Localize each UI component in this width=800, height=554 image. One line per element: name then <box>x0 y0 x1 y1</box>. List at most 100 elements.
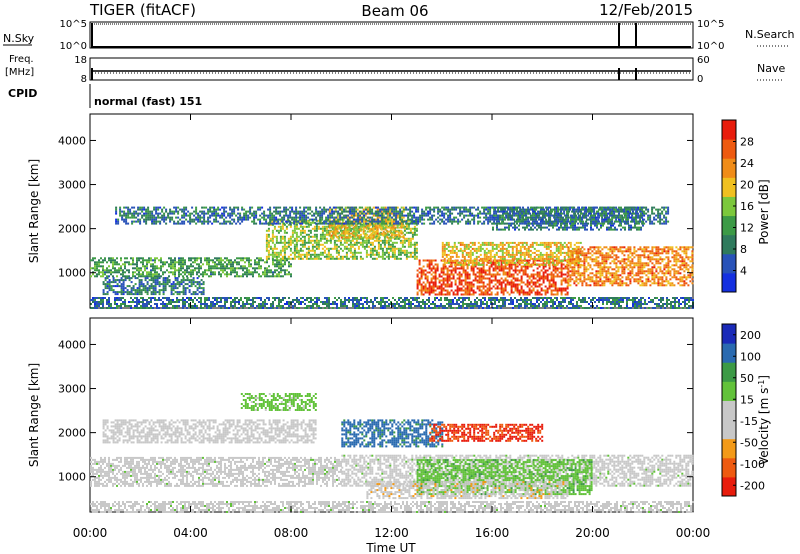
power-cell <box>475 247 478 250</box>
power-cell <box>540 224 542 227</box>
power-cell <box>434 289 437 292</box>
power-cell <box>190 259 192 262</box>
power-cell <box>434 285 437 288</box>
power-cell <box>631 254 634 257</box>
power-cell <box>413 243 416 246</box>
power-cell <box>104 287 107 290</box>
power-cell <box>358 234 361 237</box>
power-cell <box>232 269 234 272</box>
power-cell <box>156 279 159 282</box>
power-cell <box>484 293 487 296</box>
power-cell <box>426 279 429 282</box>
power-cell <box>620 208 622 211</box>
power-cell <box>505 259 508 262</box>
power-cell <box>366 212 369 215</box>
power-cell <box>532 283 535 286</box>
power-cell <box>584 228 586 231</box>
power-cell <box>349 239 352 242</box>
power-cell <box>351 255 354 258</box>
power-cell <box>531 263 534 266</box>
power-cell <box>388 216 391 219</box>
power-cell <box>214 261 216 264</box>
power-cell <box>319 257 322 260</box>
power-cell <box>138 281 141 284</box>
power-cell <box>96 265 98 268</box>
power-cell <box>470 265 473 268</box>
power-cell <box>561 259 564 262</box>
power-cell <box>405 237 408 240</box>
power-cell <box>305 251 308 254</box>
power-cell <box>301 235 304 238</box>
power-cell <box>554 285 557 288</box>
power-cell <box>104 293 107 296</box>
power-cell <box>399 239 402 242</box>
power-cell <box>409 237 412 240</box>
power-cell <box>387 219 390 222</box>
power-cell <box>510 267 513 270</box>
power-cell <box>154 287 157 290</box>
power-cell <box>295 243 298 246</box>
power-cell <box>291 239 294 242</box>
power-cell <box>539 255 542 258</box>
power-cell <box>631 268 634 271</box>
power-cell <box>615 248 618 251</box>
power-cell <box>599 268 602 271</box>
power-cell <box>620 228 622 231</box>
power-cell <box>196 293 199 296</box>
power-cell <box>152 273 154 276</box>
power-cell <box>184 291 187 294</box>
power-cell <box>128 271 130 274</box>
power-cell <box>634 222 636 225</box>
power-cell <box>166 269 168 272</box>
power-cell <box>643 270 646 273</box>
power-cell <box>166 261 168 264</box>
power-cell <box>331 237 334 240</box>
power-cell <box>566 212 568 215</box>
power-cell <box>570 218 572 221</box>
power-cell <box>514 285 517 288</box>
power-cell <box>202 289 205 292</box>
power-cell <box>657 252 660 255</box>
power-cell <box>492 228 494 231</box>
power-cell <box>391 247 394 250</box>
power-cell <box>476 279 479 282</box>
power-cell <box>365 253 368 256</box>
power-cell <box>122 285 125 288</box>
power-cell <box>347 237 350 240</box>
power-cell <box>415 255 418 258</box>
power-cell <box>380 224 383 227</box>
power-cell <box>455 255 458 258</box>
power-cell <box>571 272 574 275</box>
freq-panel: Freq. [MHz] 18 8 60 0 Nave <box>5 54 785 85</box>
power-cell <box>210 273 212 276</box>
power-cell <box>190 257 192 260</box>
power-cell <box>459 249 462 252</box>
power-cell <box>463 259 466 262</box>
power-cell <box>483 241 486 244</box>
power-cell <box>647 250 650 253</box>
power-cell <box>673 264 676 267</box>
power-cell <box>98 259 100 262</box>
power-cell <box>466 277 469 280</box>
power-cell <box>401 243 404 246</box>
power-cell <box>518 269 521 272</box>
power-cell <box>196 271 198 274</box>
power-cell <box>154 275 156 278</box>
power-cell <box>687 274 690 277</box>
power-cell <box>630 224 632 227</box>
power-cell <box>494 287 497 290</box>
power-cell <box>325 241 328 244</box>
power-cell <box>565 263 568 266</box>
power-cell <box>328 210 331 213</box>
power-cell <box>210 269 212 272</box>
power-cell <box>599 270 602 273</box>
power-cell <box>581 246 584 249</box>
power-cell <box>160 289 163 292</box>
power-cell <box>375 233 378 236</box>
power-cell <box>643 266 646 269</box>
power-cell <box>359 225 362 228</box>
power-cell <box>158 283 161 286</box>
power-cell <box>552 269 555 272</box>
power-cell <box>500 259 503 262</box>
